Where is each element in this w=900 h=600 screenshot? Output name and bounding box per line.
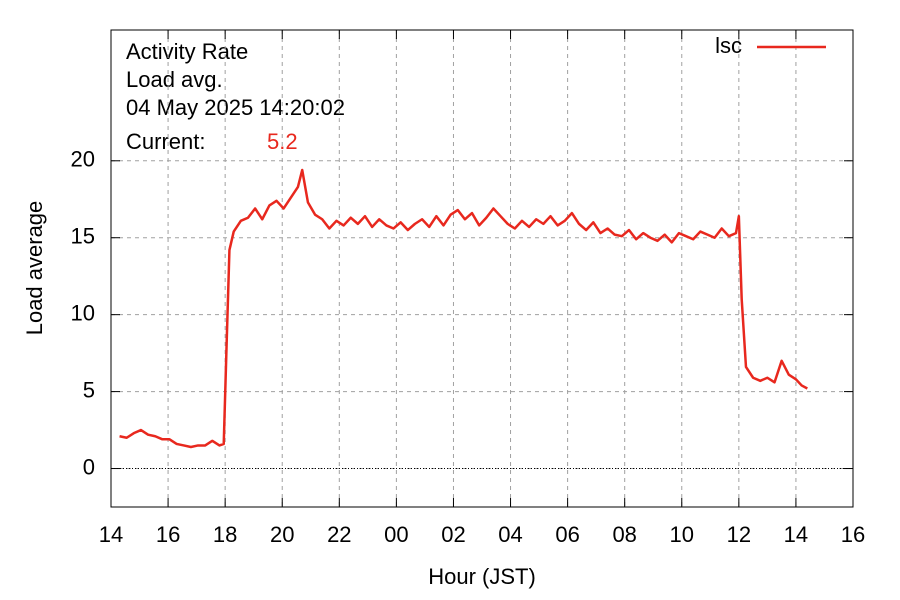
x-tick-label: 16 [156,522,180,547]
y-tick-label: 20 [71,147,95,172]
x-tick-label: 06 [555,522,579,547]
x-tick-label: 00 [384,522,408,547]
y-axis-label: Load average [22,201,47,336]
x-tick-label: 20 [270,522,294,547]
x-tick-label: 08 [612,522,636,547]
data-line [119,168,808,449]
x-tick-label: 02 [441,522,465,547]
x-tick-label: 16 [841,522,865,547]
title-line: 04 May 2025 14:20:02 [126,95,345,120]
plot-frame [110,29,854,508]
title-line: Load avg. [126,67,223,92]
x-tick-label: 10 [670,522,694,547]
current-value: 5.2 [267,129,298,154]
x-axis-label: Hour (JST) [428,564,536,589]
x-tick-label: 14 [784,522,808,547]
x-tick-label: 04 [498,522,522,547]
current-label: Current: [126,129,205,154]
x-tick-label: 12 [727,522,751,547]
y-tick-label: 0 [83,454,95,479]
y-tick-label: 5 [83,377,95,402]
x-tick-label: 22 [327,522,351,547]
y-tick-label: 15 [71,224,95,249]
legend-label: lsc [715,33,742,58]
title-line: Activity Rate [126,39,248,64]
x-tick-label: 18 [213,522,237,547]
y-tick-label: 10 [71,300,95,325]
x-tick-label: 14 [99,522,123,547]
